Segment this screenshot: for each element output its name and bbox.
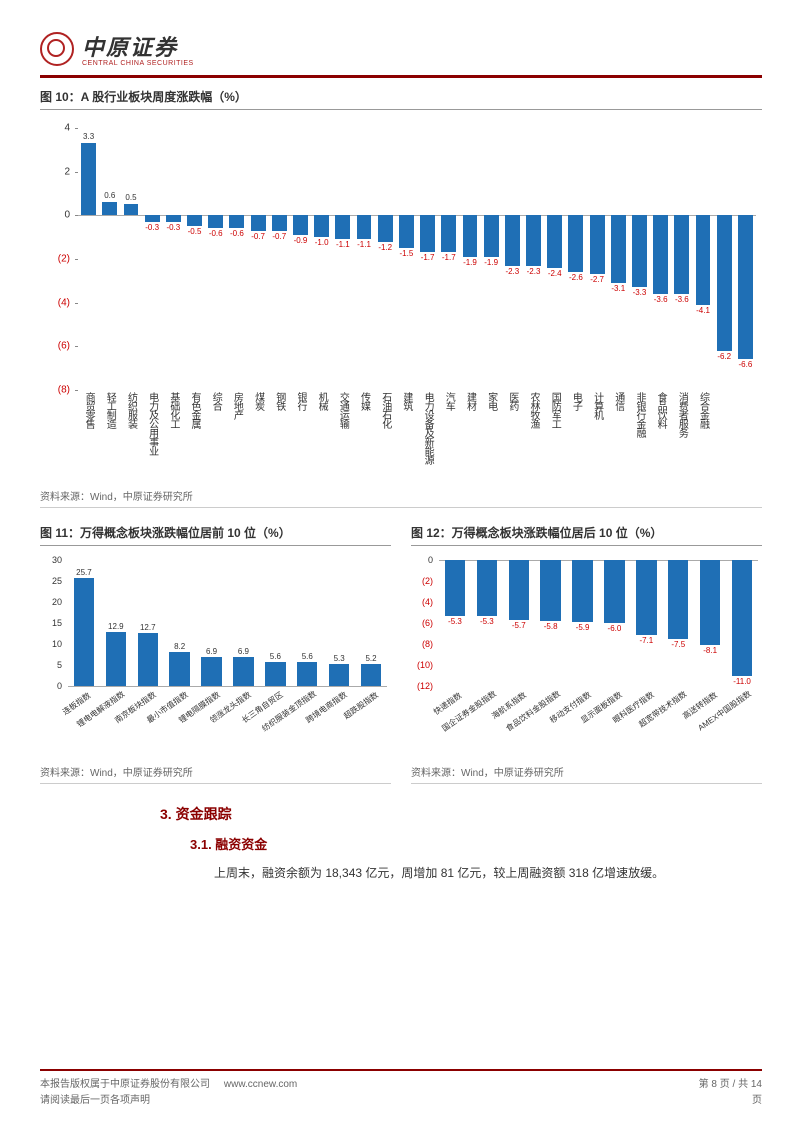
chart11-source: 资料来源：Wind，中原证券研究所 xyxy=(40,764,391,784)
footer-url: www.ccnew.com xyxy=(224,1079,297,1090)
logo-icon xyxy=(40,32,74,66)
chart12: (12)(10)(8)(6)(4)(2)0 -5.3-5.3-5.7-5.8-5… xyxy=(411,556,762,756)
footer-copyright: 本报告版权属于中原证券股份有限公司 xyxy=(40,1079,210,1090)
footer-page2: 页 xyxy=(752,1095,762,1106)
section31-body: 上周末，融资余额为 18,343 亿元，周增加 81 亿元，较上周融资额 318… xyxy=(190,863,742,885)
section31-heading: 3.1. 融资资金 xyxy=(190,834,762,853)
footer-page: 第 8 页 / 共 14 xyxy=(699,1079,762,1090)
section3-heading: 3. 资金跟踪 xyxy=(160,804,762,824)
chart10-source: 资料来源：Wind，中原证券研究所 xyxy=(40,488,762,508)
chart12-title: 图 12：万得概念板块涨跌幅位居后 10 位（%） xyxy=(411,518,762,546)
header-divider xyxy=(40,75,762,78)
logo-cn: 中原证券 xyxy=(82,30,194,62)
header: 中原证券 CENTRAL CHINA SECURITIES xyxy=(40,30,762,67)
chart11: 051015202530 25.712.912.78.26.96.95.65.6… xyxy=(40,556,391,756)
logo-en: CENTRAL CHINA SECURITIES xyxy=(82,60,194,67)
chart10-title: 图 10：A 股行业板块周度涨跌幅（%） xyxy=(40,82,762,110)
footer: 本报告版权属于中原证券股份有限公司 www.ccnew.com 请阅读最后一页各… xyxy=(40,1069,762,1109)
footer-note: 请阅读最后一页各项声明 xyxy=(40,1095,150,1106)
chart12-source: 资料来源：Wind，中原证券研究所 xyxy=(411,764,762,784)
chart10: (8)(6)(4)(2)024 3.30.60.5-0.3-0.3-0.5-0.… xyxy=(40,120,762,480)
chart11-title: 图 11：万得概念板块涨跌幅位居前 10 位（%） xyxy=(40,518,391,546)
